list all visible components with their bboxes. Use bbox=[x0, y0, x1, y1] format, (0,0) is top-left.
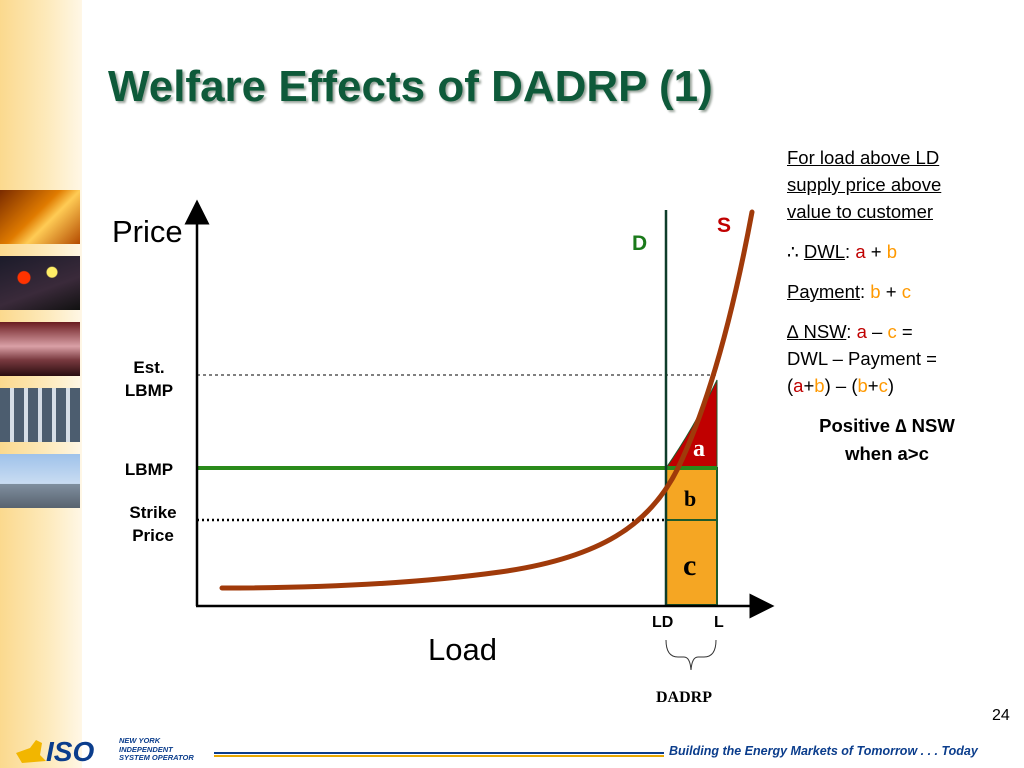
dadrp-brace bbox=[665, 639, 717, 671]
x-axis-label: Load bbox=[428, 632, 497, 667]
footer-rule-gold bbox=[214, 755, 664, 757]
svg-text:ISO: ISO bbox=[46, 736, 94, 767]
footer-tagline: Building the Energy Markets of Tomorrow … bbox=[669, 744, 978, 758]
nsw-line: ∆ NSW: a – c = DWL – Payment = (a+b) – (b+… bbox=[787, 321, 937, 396]
region-c-label: c bbox=[683, 549, 697, 582]
skyline-photo bbox=[0, 454, 80, 508]
est-lbmp-label: Est. LBMP bbox=[124, 358, 174, 400]
payment-line: Payment: b + c bbox=[787, 281, 911, 302]
region-b-label: b bbox=[684, 486, 697, 511]
strike-price-label: Strike Price bbox=[129, 503, 177, 545]
slide-title: Welfare Effects of DADRP (1) bbox=[108, 62, 713, 111]
region-a-label: a bbox=[693, 436, 705, 462]
dwl-line: ∴ DWL: a + b bbox=[787, 241, 898, 262]
l-tick-label: L bbox=[714, 614, 724, 631]
intro-text: For load above LD supply price above val… bbox=[787, 147, 942, 222]
conclusion-text: Positive ∆ NSW when a>c bbox=[819, 415, 955, 464]
dadrp-label: DADRP bbox=[656, 689, 712, 706]
footer-rule-blue bbox=[214, 752, 664, 754]
page-number: 24 bbox=[992, 707, 1010, 724]
transmission-tower-photo bbox=[0, 190, 80, 244]
demand-label: D bbox=[632, 232, 648, 255]
explanation-panel: For load above LD supply price above val… bbox=[787, 144, 987, 481]
supply-curve bbox=[219, 209, 755, 591]
lbmp-label: LBMP bbox=[124, 460, 174, 479]
y-axis-label: Price bbox=[112, 214, 183, 249]
city-night-photo bbox=[0, 256, 80, 310]
org-name: NEW YORK INDEPENDENT SYSTEM OPERATOR bbox=[119, 736, 194, 762]
decorative-sidebar bbox=[0, 0, 82, 768]
supply-label: S bbox=[717, 214, 732, 237]
nyiso-logo: ISO bbox=[16, 736, 94, 767]
ld-tick-label: LD bbox=[652, 614, 674, 631]
control-room-photo bbox=[0, 388, 80, 442]
motion-blur-photo bbox=[0, 322, 80, 376]
